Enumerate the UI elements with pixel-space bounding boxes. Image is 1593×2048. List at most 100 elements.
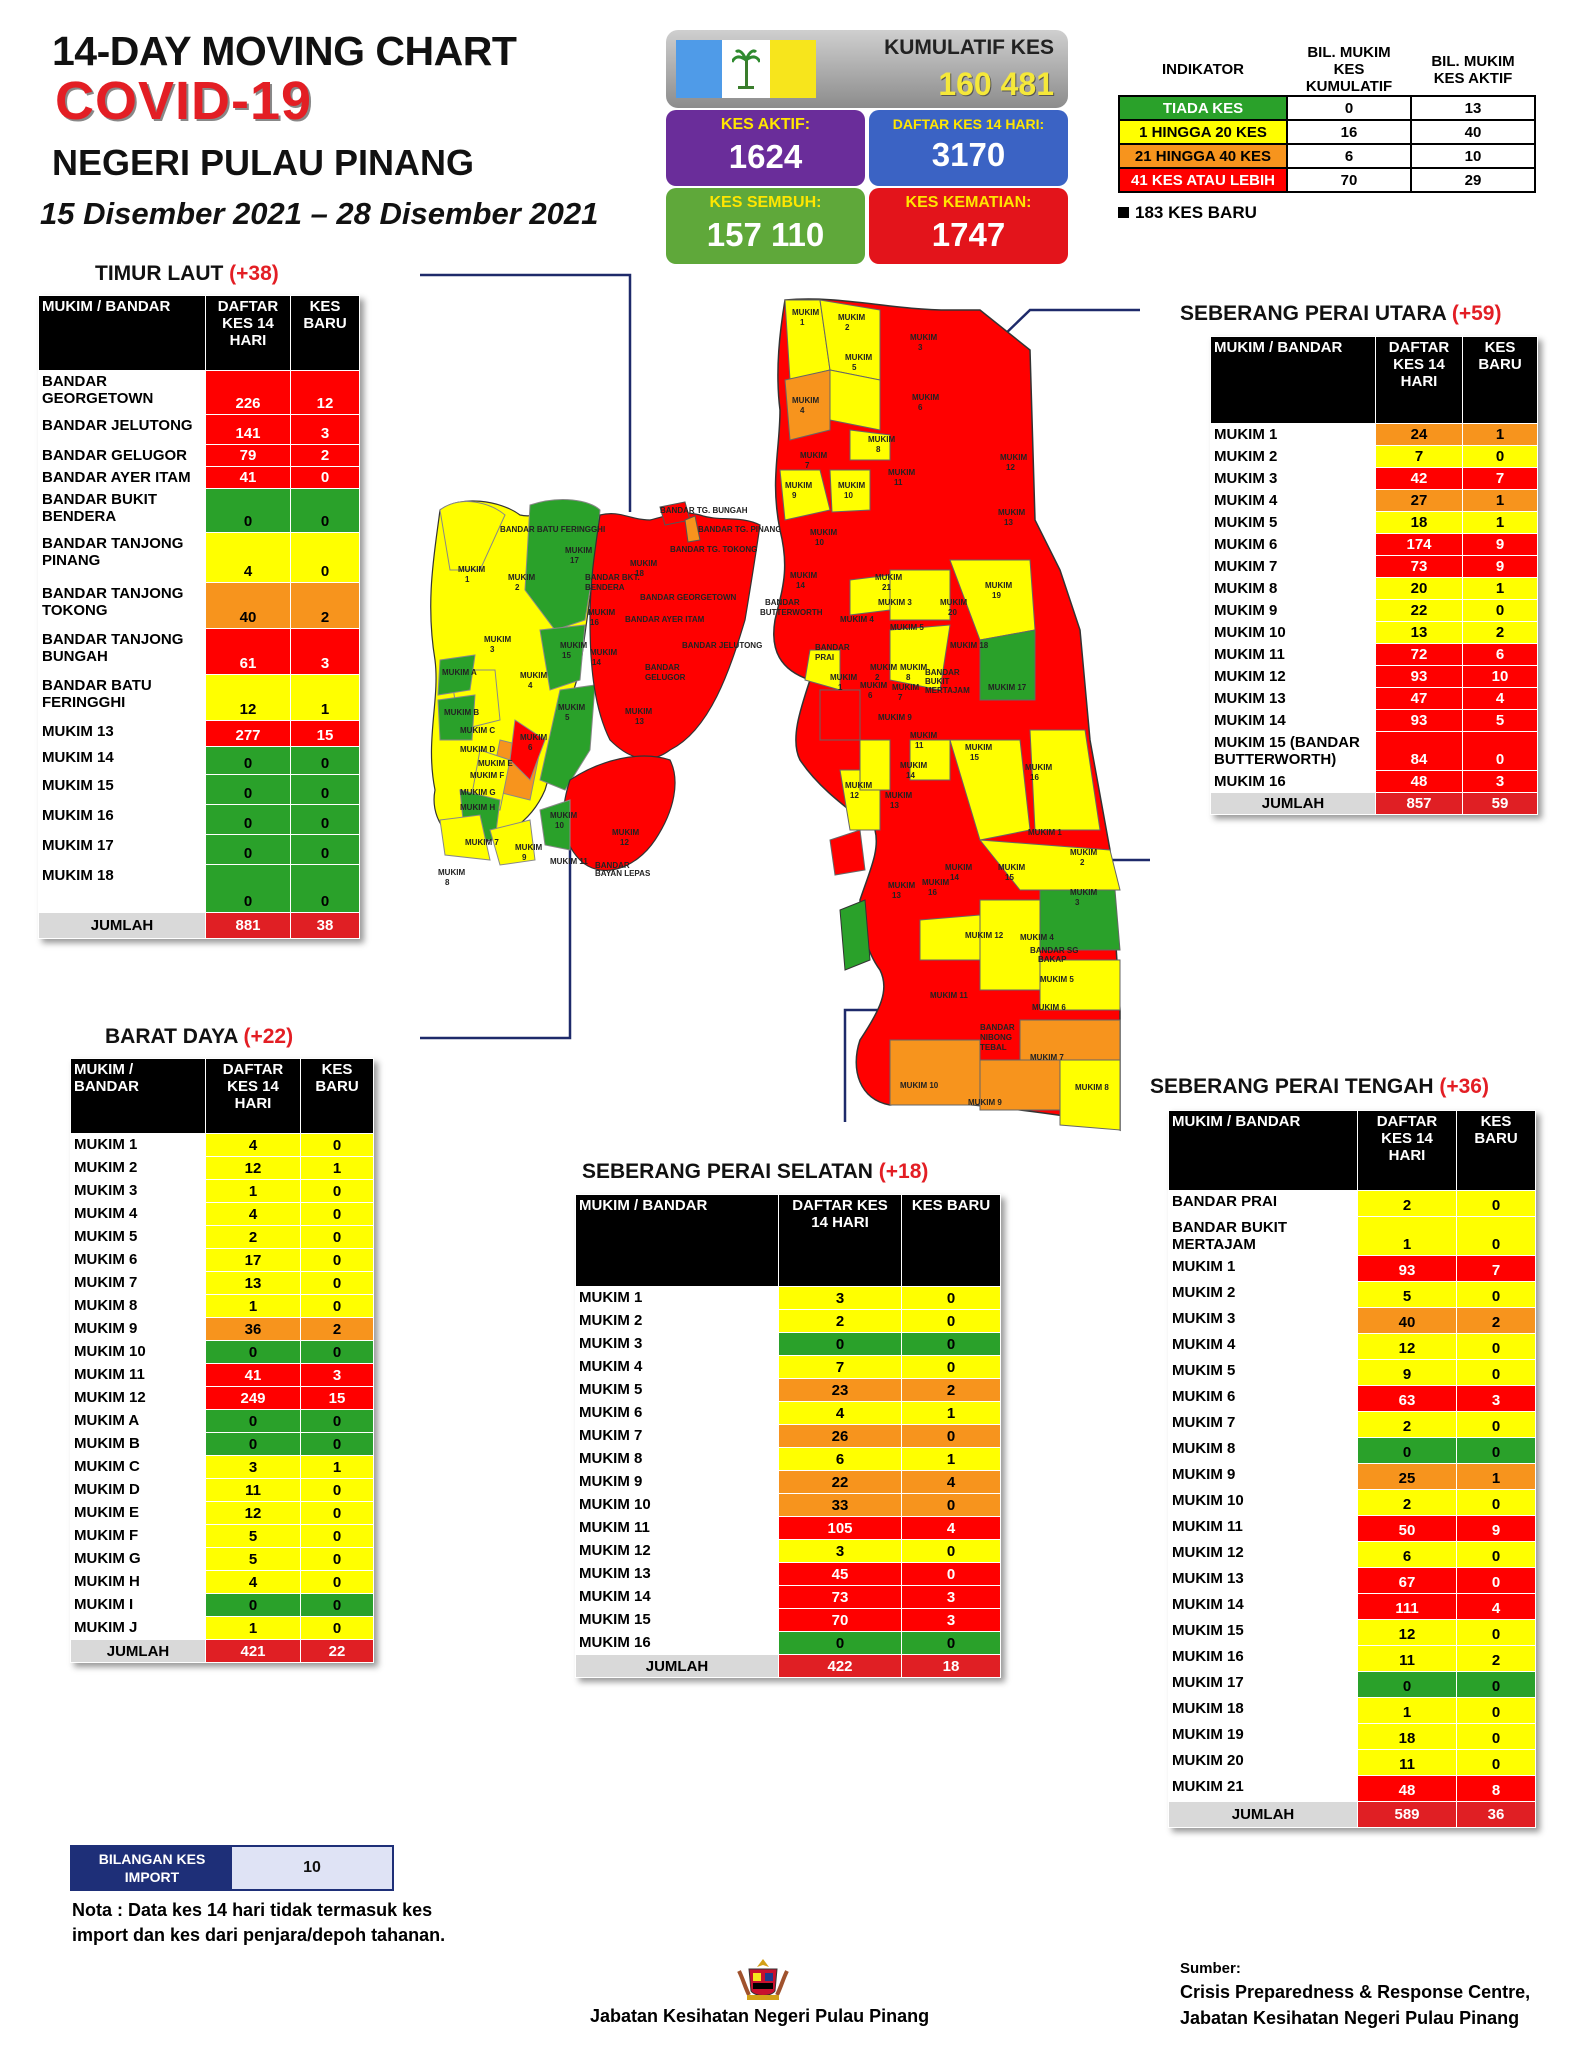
row-new-cases: 15 (290, 720, 360, 747)
row-name: MUKIM 2 (575, 1309, 779, 1333)
row-name: MUKIM 2 (1168, 1281, 1358, 1308)
square-bullet-icon (1118, 207, 1129, 218)
table-row: MUKIM 7 13 0 (70, 1271, 374, 1295)
svg-text:MUKIM 5: MUKIM 5 (890, 623, 924, 632)
row-new-cases: 2 (290, 582, 360, 629)
table-row: MUKIM 5 18 1 (1210, 511, 1538, 534)
row-new-cases: 0 (300, 1570, 374, 1594)
row-new-cases: 0 (1462, 445, 1538, 468)
row-14day-cases: 12 (205, 674, 291, 721)
row-name: BANDAR TANJONG PINANG (38, 532, 206, 583)
svg-text:MUKIM: MUKIM (965, 743, 992, 752)
svg-text:MUKIM: MUKIM (870, 663, 897, 672)
table-row: MUKIM 9 22 4 (575, 1470, 1001, 1494)
row-new-cases: 1 (1462, 423, 1538, 446)
row-name: BANDAR GELUGOR (38, 444, 206, 467)
svg-text:4: 4 (800, 406, 805, 415)
table-row: MUKIM 18 1 0 (1168, 1697, 1536, 1724)
source-line-1: Crisis Preparedness & Response Centre, (1180, 1982, 1531, 2002)
svg-text:MUKIM: MUKIM (588, 608, 615, 617)
row-name: MUKIM C (70, 1455, 206, 1479)
row-name: BANDAR TANJONG BUNGAH (38, 628, 206, 675)
row-name: MUKIM 9 (1210, 599, 1376, 622)
svg-text:BANDAR TG. PINANG: BANDAR TG. PINANG (698, 525, 782, 534)
svg-text:6: 6 (528, 743, 533, 752)
svg-text:MUKIM 9: MUKIM 9 (878, 713, 912, 722)
svg-text:MUKIM 4: MUKIM 4 (1020, 933, 1054, 942)
cumulative-label: KUMULATIF KES (884, 36, 1054, 59)
row-new-cases: 15 (300, 1386, 374, 1410)
svg-text:5: 5 (565, 713, 570, 722)
import-label: BILANGAN KES IMPORT (98, 1851, 206, 1885)
indicator-cumulative: 0 (1286, 95, 1412, 121)
row-new-cases: 0 (1456, 1190, 1536, 1217)
row-name: MUKIM 20 (1168, 1749, 1358, 1776)
indicator-row: 41 KES ATAU LEBIH 70 29 (1118, 167, 1536, 193)
row-new-cases: 7 (1456, 1255, 1536, 1282)
indicator-active: 29 (1410, 167, 1536, 193)
svg-text:MUKIM 10: MUKIM 10 (900, 1081, 939, 1090)
row-14day-cases: 226 (205, 370, 291, 415)
column-header: KES BARU (290, 295, 360, 371)
svg-text:MUKIM: MUKIM (520, 733, 547, 742)
row-14day-cases: 2 (1357, 1489, 1457, 1516)
svg-text:MUKIM 4: MUKIM 4 (840, 615, 874, 624)
row-14day-cases: 0 (1357, 1671, 1457, 1698)
svg-text:8: 8 (876, 445, 881, 454)
column-header: DAFTAR KES 14 HARI (1375, 336, 1463, 424)
row-new-cases: 9 (1462, 555, 1538, 578)
row-name: MUKIM 7 (1168, 1411, 1358, 1438)
row-new-cases: 0 (901, 1355, 1001, 1379)
row-name: MUKIM 13 (1168, 1567, 1358, 1594)
active-value: 1624 (728, 138, 803, 175)
row-new-cases: 0 (1456, 1489, 1536, 1516)
svg-text:BAKAP: BAKAP (1038, 955, 1067, 964)
row-14day-cases: 0 (205, 774, 291, 805)
row-new-cases: 0 (300, 1616, 374, 1640)
indicator-row: TIADA KES 0 13 (1118, 95, 1536, 121)
svg-text:MUKIM: MUKIM (875, 573, 902, 582)
table-row: MUKIM 15 12 0 (1168, 1619, 1536, 1646)
row-14day-cases: 3 (205, 1455, 301, 1479)
svg-text:15: 15 (1005, 873, 1014, 882)
row-14day-cases: 0 (205, 834, 291, 865)
svg-text:MUKIM 3: MUKIM 3 (878, 598, 912, 607)
table-row: BANDAR BUKIT BENDERA 0 0 (38, 488, 360, 533)
svg-text:4: 4 (528, 681, 533, 690)
row-name: MUKIM 15 (575, 1608, 779, 1632)
svg-text:MUKIM 9: MUKIM 9 (968, 1098, 1002, 1107)
row-14day-cases: 22 (778, 1470, 902, 1494)
column-header: KES BARU (1456, 1110, 1536, 1191)
row-name: MUKIM 13 (1210, 687, 1376, 710)
row-name: MUKIM 8 (1210, 577, 1376, 600)
import-box: BILANGAN KES IMPORT 10 (70, 1845, 394, 1891)
svg-text:MUKIM: MUKIM (945, 863, 972, 872)
row-name: MUKIM 11 (1210, 643, 1376, 666)
table-row: BANDAR JELUTONG 141 3 (38, 414, 360, 445)
svg-text:BANDAR: BANDAR (925, 668, 960, 677)
table-row: BANDAR GEORGETOWN 226 12 (38, 370, 360, 415)
table-row: MUKIM 21 48 8 (1168, 1775, 1536, 1802)
row-name: MUKIM 7 (575, 1424, 779, 1448)
row-14day-cases: 48 (1357, 1775, 1457, 1802)
row-new-cases: 2 (901, 1378, 1001, 1402)
row-14day-cases: 4 (205, 1202, 301, 1226)
row-new-cases: 0 (1456, 1567, 1536, 1594)
svg-text:MUKIM C: MUKIM C (460, 726, 495, 735)
svg-text:MUKIM: MUKIM (438, 868, 465, 877)
row-new-cases: 1 (901, 1447, 1001, 1471)
row-name: MUKIM 14 (1168, 1593, 1358, 1620)
svg-text:MUKIM A: MUKIM A (442, 668, 477, 677)
row-name: MUKIM 14 (575, 1585, 779, 1609)
column-header: DAFTAR KES 14 HARI (205, 295, 291, 371)
svg-text:6: 6 (868, 691, 873, 700)
svg-text:MUKIM: MUKIM (508, 573, 535, 582)
row-14day-cases: 36 (205, 1317, 301, 1341)
row-name: MUKIM F (70, 1524, 206, 1548)
total-row: JUMLAH 857 59 (1210, 792, 1538, 815)
row-new-cases: 2 (1462, 621, 1538, 644)
total-new: 38 (290, 912, 360, 939)
svg-text:MUKIM: MUKIM (912, 393, 939, 402)
